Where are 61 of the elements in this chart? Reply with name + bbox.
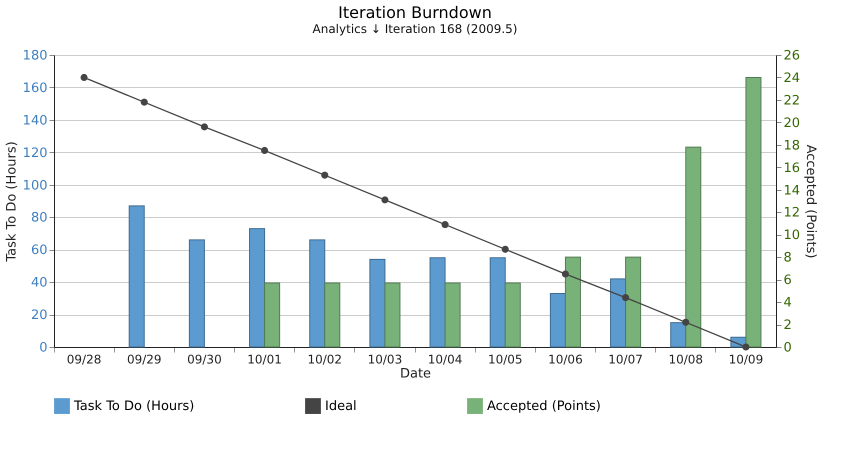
x-tick-label: 09/28 [66,352,102,366]
point [682,318,690,326]
y2-tick-label: 8 [784,250,792,266]
y2-tick-label: 16 [784,160,800,176]
y-tick-label: 20 [30,308,48,324]
point [502,246,509,253]
bar [188,239,205,348]
x-tick-label: 10/07 [608,352,643,366]
x-axis-title: Date [400,366,432,382]
y2-tick-label: 6 [784,273,792,288]
legend-label: Ideal [325,399,357,414]
y-tick-label: 160 [22,80,48,96]
x-tick-label: 10/05 [488,352,523,366]
x-tick-label: 09/30 [187,352,222,366]
point [562,270,569,278]
x-tick-label: 10/04 [428,352,462,366]
chart-subtitle: Analytics ↓ Iteration 168 (2009.5) [312,22,518,36]
legend-label: Accepted (Points) [487,399,601,414]
y-tick-label: 60 [30,243,48,258]
y2-tick-label: 2 [784,318,792,334]
x-tick-label: 10/06 [548,352,583,366]
x-tick-label: 10/02 [307,352,342,366]
y2-tick-label: 20 [784,116,800,131]
point [261,146,268,154]
x-tick-label: 09/29 [126,352,162,366]
y2-tick-label: 18 [784,138,800,154]
point [622,294,630,302]
y-tick-label: 40 [30,276,48,291]
x-tick-label: 10/01 [247,352,282,366]
y2-tick-label: 22 [784,93,800,108]
point [80,74,88,81]
chart-title: Iteration Burndown [338,3,492,22]
y2-tick-label: 14 [784,183,800,198]
y-tick-label: 120 [22,146,48,161]
bar [128,205,145,348]
y2-tick-label: 24 [784,70,800,86]
y-tick-label: 0 [39,340,48,356]
y2-tick-label: 26 [784,48,800,64]
point [442,221,449,228]
y-tick-label: 140 [22,113,48,128]
y-tick-label: 100 [22,178,48,194]
y2-tick-label: 0 [784,340,792,356]
y2-tick-label: 4 [784,296,792,311]
y-tick-label: 80 [30,210,48,226]
y-axis-title: Task To Do (Hours) [4,141,20,263]
bar [745,76,762,348]
point [321,172,328,179]
y2-tick-label: 12 [784,206,800,221]
bar [670,322,686,348]
point [742,343,750,351]
point [200,123,208,130]
y2-tick-label: 10 [784,228,800,244]
point [140,98,148,106]
bar [685,146,702,348]
point [381,196,388,204]
x-tick-label: 10/08 [668,352,704,366]
y-tick-label: 180 [22,48,48,64]
y2-axis-title: Accepted (Points) [803,144,818,258]
x-tick-label: 10/03 [368,352,402,366]
x-tick-label: 10/09 [728,352,764,366]
legend-label: Task To Do (Hours) [73,399,194,414]
